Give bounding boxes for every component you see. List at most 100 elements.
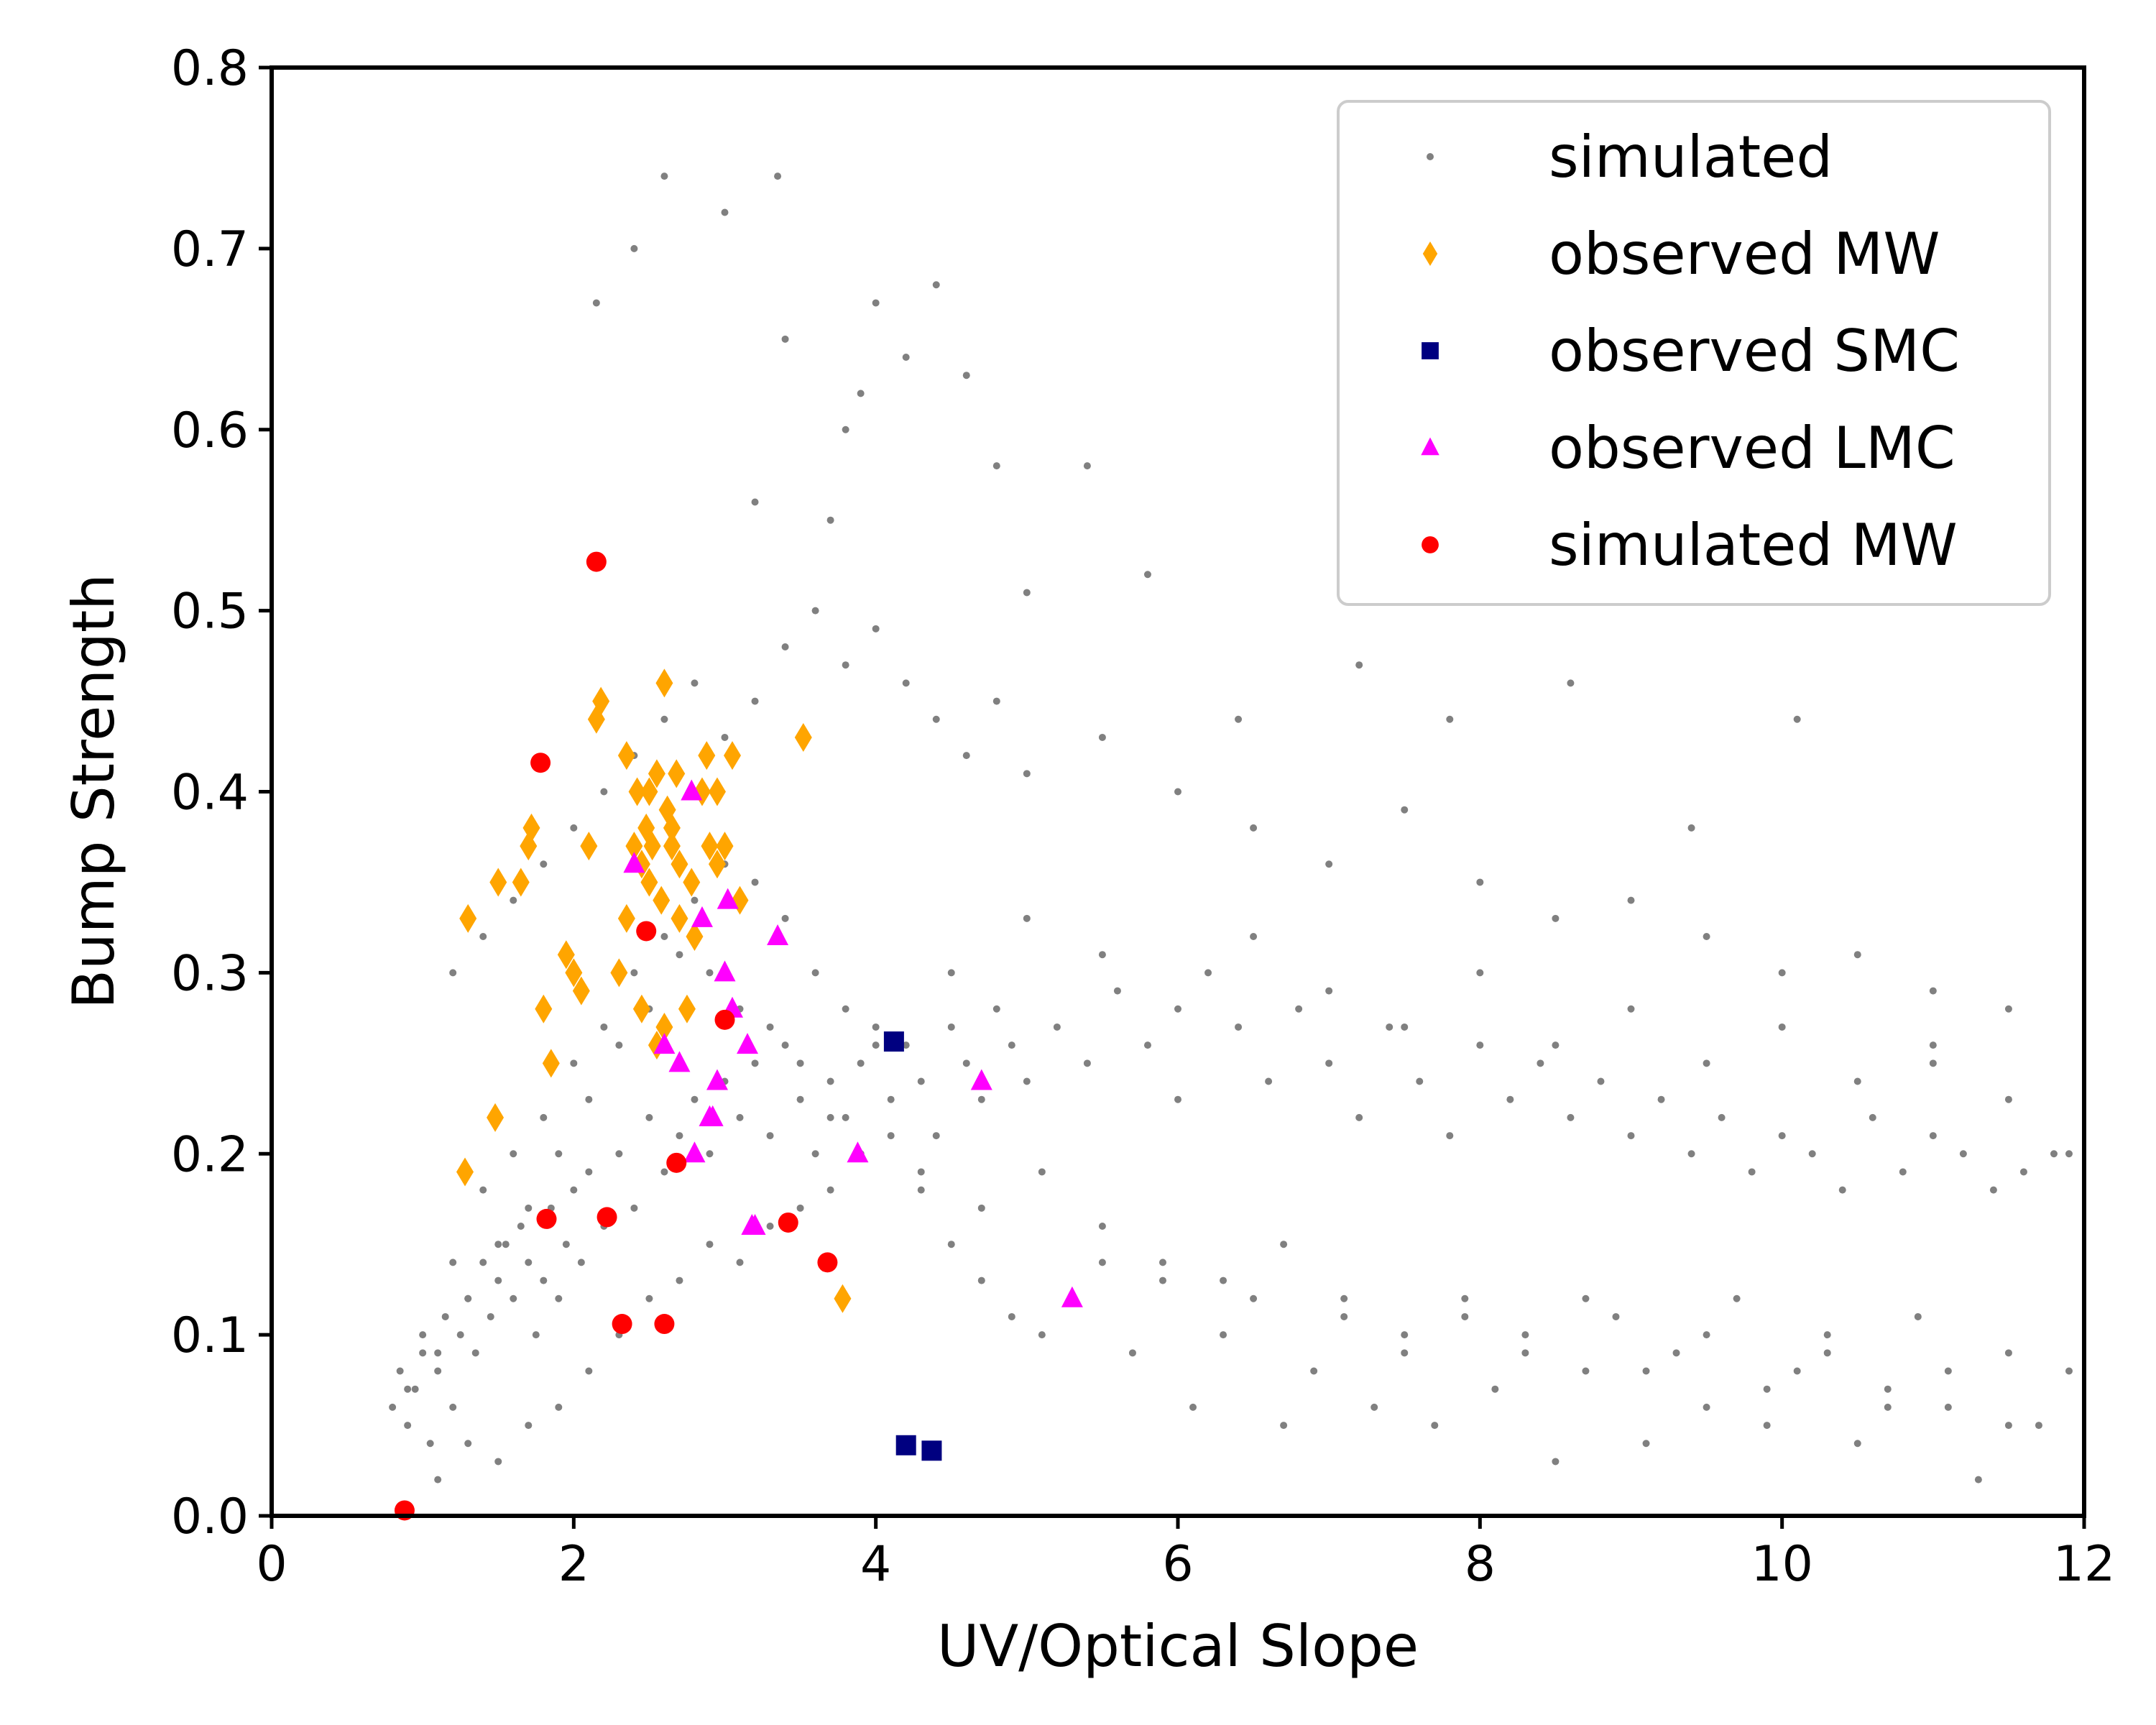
simulated-point [766, 1023, 774, 1031]
x-tick-label: 12 [2053, 1536, 2116, 1593]
simulated-point [706, 1241, 714, 1248]
simulated-point [1929, 1059, 1937, 1067]
simulated-point [932, 715, 940, 723]
simulated-point [1521, 1349, 1529, 1357]
observed-mw-point [668, 759, 686, 788]
simulated-point [1008, 1312, 1015, 1320]
simulated-point [630, 969, 638, 977]
y-tick-label: 0.1 [171, 1307, 249, 1364]
simulated-point [510, 896, 517, 904]
simulated-point [449, 1403, 457, 1411]
simulated-point [1733, 1294, 1741, 1302]
simulated-point [1703, 933, 1710, 940]
simulated-point [2065, 1150, 2073, 1158]
simulated-point [1552, 1458, 1560, 1466]
simulated-point [600, 788, 608, 796]
simulated-point [1884, 1385, 1892, 1393]
legend-entries: simulated observed MW observed SMC observed… [1421, 124, 1960, 579]
observed-mw-point [542, 1049, 560, 1078]
simulated-point [434, 1349, 442, 1357]
legend-label-observed-lmc: observed LMC [1549, 415, 1955, 482]
simulated-point [1778, 1132, 1786, 1140]
simulated-point [434, 1476, 442, 1484]
simulated-point [872, 1023, 880, 1031]
simulated-point [1657, 1095, 1665, 1103]
simulated-point [932, 1132, 940, 1140]
simulated-point [1793, 1367, 1801, 1375]
observed-lmc-point [970, 1069, 992, 1090]
simulated-point [525, 1204, 533, 1212]
simulated-point [1627, 896, 1635, 904]
observed-mw-point [671, 903, 688, 933]
legend-point-icon [1427, 153, 1434, 160]
simulated-mw-point [778, 1212, 798, 1233]
simulated-point [721, 208, 729, 216]
simulated-point [1158, 1259, 1166, 1266]
legend-marker-simulated-mw [1422, 536, 1439, 553]
simulated-point [1113, 987, 1121, 995]
simulated-point [1023, 1077, 1031, 1085]
observed-lmc-point [701, 1105, 724, 1126]
simulated-point [570, 1186, 578, 1194]
simulated-point [1597, 1077, 1605, 1085]
simulated-point [1340, 1294, 1348, 1302]
observed-lmc-point [623, 852, 645, 873]
observed-mw-point [640, 868, 658, 897]
observed-mw-point [522, 813, 540, 842]
simulated-point [962, 372, 970, 380]
simulated-point [977, 1276, 985, 1284]
simulated-point [1098, 951, 1106, 959]
simulated-point [917, 1168, 925, 1176]
simulated-point [781, 643, 789, 650]
simulated-point [887, 1132, 895, 1140]
simulated-point [645, 1113, 653, 1121]
legend-label-simulated: simulated [1549, 124, 1833, 190]
simulated-point [419, 1331, 427, 1339]
observed-mw-point [617, 903, 635, 933]
simulated-point [464, 1440, 472, 1448]
simulated-point [1235, 1023, 1243, 1031]
simulated-point [1098, 733, 1106, 741]
simulated-point [1325, 987, 1333, 995]
observed-lmc-point [683, 1141, 706, 1163]
simulated-point [525, 1422, 533, 1430]
simulated-point [1038, 1331, 1046, 1339]
y-axis-ticks: 0.0 0.1 0.2 0.3 0.4 0.5 0.6 0.7 0.8 [171, 40, 272, 1545]
simulated-point [525, 1259, 533, 1266]
simulated-point [1642, 1367, 1650, 1375]
legend-triangle-icon [1421, 437, 1439, 456]
simulated-point [932, 281, 940, 289]
y-tick-label: 0.2 [171, 1126, 249, 1183]
simulated-point [585, 1367, 593, 1375]
simulated-point [570, 1059, 578, 1067]
legend-marker-observed-mw [1422, 242, 1438, 266]
simulated-point [1023, 914, 1031, 922]
y-tick-label: 0.7 [171, 221, 249, 278]
simulated-point [615, 1041, 623, 1049]
simulated-point [1778, 1023, 1786, 1031]
observed-mw-point [724, 741, 742, 770]
observed-mw-point [565, 958, 583, 988]
simulated-point [1461, 1312, 1469, 1320]
simulated-point [774, 172, 782, 180]
simulated-point [562, 1241, 570, 1248]
simulated-point [1627, 1005, 1635, 1013]
simulated-point [479, 1259, 487, 1266]
observed-mw-point [592, 686, 610, 716]
simulated-point [1974, 1476, 1982, 1484]
simulated-point [1023, 589, 1031, 597]
simulated-point [766, 1223, 774, 1230]
simulated-point [751, 697, 759, 705]
simulated-point [1386, 1023, 1393, 1031]
simulated-point [1174, 1005, 1181, 1013]
simulated-point [1325, 1059, 1333, 1067]
simulated-point [751, 1059, 759, 1067]
simulated-point [1461, 1294, 1469, 1302]
simulated-point [1401, 1331, 1409, 1339]
simulated-point [479, 933, 487, 940]
simulated-point [660, 1168, 668, 1176]
observed-mw-point [794, 722, 812, 752]
simulated-point [1808, 1150, 1816, 1158]
simulated-point [751, 878, 759, 886]
simulated-point [811, 607, 819, 615]
